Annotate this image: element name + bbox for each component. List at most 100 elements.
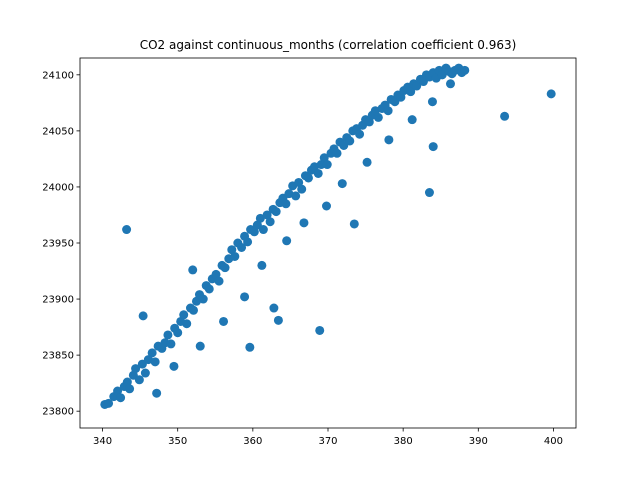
y-tick-label: 23900 xyxy=(42,295,74,306)
scatter-point xyxy=(345,136,355,146)
scatter-point xyxy=(191,296,201,306)
scatter-point xyxy=(445,79,455,89)
scatter-point xyxy=(245,342,255,352)
x-tick-label: 370 xyxy=(318,436,337,447)
scatter-point xyxy=(428,142,438,152)
scatter-point xyxy=(113,386,123,396)
scatter-point xyxy=(281,199,291,209)
scatter-point xyxy=(169,361,179,371)
scatter-point xyxy=(284,189,294,199)
scatter-point xyxy=(237,242,247,252)
scatter-point xyxy=(370,106,380,116)
scatter-point xyxy=(321,201,331,211)
scatter-point xyxy=(227,245,237,255)
y-tick-label: 24100 xyxy=(42,70,74,81)
scatter-point xyxy=(204,284,214,294)
scatter-point xyxy=(396,92,406,102)
scatter-point xyxy=(182,319,192,329)
y-tick-label: 24000 xyxy=(42,182,74,193)
scatter-point xyxy=(255,213,265,223)
scatter-point xyxy=(220,263,230,273)
scatter-point xyxy=(407,115,417,125)
scatter-point xyxy=(140,368,150,378)
scatter-point xyxy=(195,341,205,351)
scatter-point xyxy=(297,184,307,194)
scatter-point xyxy=(303,173,313,183)
scatter-point xyxy=(243,237,253,247)
scatter-point xyxy=(147,348,157,358)
scatter-point xyxy=(265,217,275,227)
scatter-point xyxy=(271,207,281,217)
scatter-point xyxy=(179,310,189,320)
scatter-point xyxy=(355,129,365,139)
scatter-point xyxy=(257,260,267,270)
scatter-point xyxy=(322,160,332,170)
scatter-point xyxy=(406,87,416,97)
x-tick-label: 380 xyxy=(394,436,413,447)
scatter-point xyxy=(427,97,437,107)
scatter-point xyxy=(282,236,292,246)
scatter-point xyxy=(460,65,470,75)
scatter-point xyxy=(362,157,372,167)
scatter-point xyxy=(211,269,221,279)
scatter-point xyxy=(214,276,224,286)
scatter-point xyxy=(412,81,422,91)
scatter-point xyxy=(150,357,160,367)
scatter-point xyxy=(332,148,342,158)
scatter-points xyxy=(100,63,556,409)
scatter-point xyxy=(273,315,283,325)
scatter-point xyxy=(219,316,229,326)
y-tick-label: 23950 xyxy=(42,239,74,250)
scatter-point xyxy=(299,218,309,228)
scatter-point xyxy=(424,188,434,198)
scatter-point xyxy=(315,325,325,335)
scatter-point xyxy=(104,398,114,408)
scatter-point xyxy=(163,330,173,340)
scatter-point xyxy=(131,364,141,374)
scatter-point xyxy=(294,177,304,187)
scatter-point xyxy=(143,355,153,365)
scatter-point xyxy=(384,135,394,145)
x-tick-label: 360 xyxy=(243,436,262,447)
scatter-point xyxy=(152,388,162,398)
scatter-point xyxy=(383,106,393,116)
scatter-point xyxy=(116,393,126,403)
scatter-point xyxy=(313,168,323,178)
scatter-point xyxy=(437,70,447,80)
scatter-point xyxy=(337,179,347,189)
scatter-point xyxy=(134,375,144,385)
scatter-point xyxy=(546,89,556,99)
scatter-point xyxy=(240,292,250,302)
scatter-point xyxy=(138,311,148,321)
x-axis: 340 350 360 370 380 390 400 xyxy=(93,428,563,447)
scatter-point xyxy=(258,225,268,235)
x-tick-label: 390 xyxy=(469,436,488,447)
y-axis: 23800 23850 23900 23950 24000 24050 24100 xyxy=(42,70,80,418)
scatter-point xyxy=(291,191,301,201)
scatter-point xyxy=(373,112,383,122)
scatter-point xyxy=(125,384,135,394)
scatter-point xyxy=(173,328,183,338)
scatter-point xyxy=(364,117,374,127)
scatter-point xyxy=(500,111,510,121)
scatter-point xyxy=(230,251,240,261)
y-tick-label: 24050 xyxy=(42,126,74,137)
scatter-point xyxy=(188,305,198,315)
scatter-point xyxy=(166,339,176,349)
scatter-point xyxy=(188,265,198,275)
x-tick-label: 350 xyxy=(168,436,187,447)
scatter-point xyxy=(249,227,259,237)
scatter-point xyxy=(349,219,359,229)
scatter-point xyxy=(262,210,272,220)
scatter-point xyxy=(269,303,279,313)
scatter-point xyxy=(122,225,132,235)
scatter-point xyxy=(309,162,319,172)
chart-title: CO2 against continuous_months (correlati… xyxy=(140,38,517,52)
scatter-point xyxy=(198,294,208,304)
y-tick-label: 23800 xyxy=(42,407,74,418)
x-tick-label: 340 xyxy=(93,436,112,447)
x-tick-label: 400 xyxy=(544,436,563,447)
y-tick-label: 23850 xyxy=(42,351,74,362)
scatter-point xyxy=(319,153,329,163)
